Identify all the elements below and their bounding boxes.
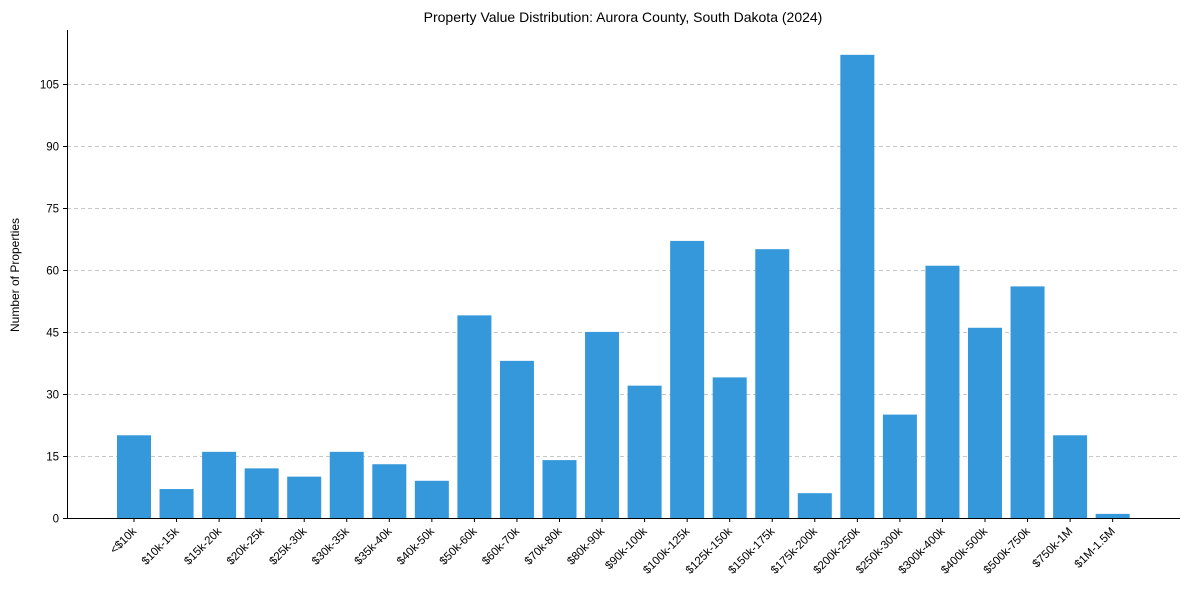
chart-title: Property Value Distribution: Aurora Coun…	[424, 9, 823, 25]
bar	[968, 327, 1002, 518]
bar	[414, 480, 449, 518]
bar	[585, 331, 620, 518]
bar	[159, 489, 194, 518]
y-tick-label: 60	[46, 266, 59, 278]
bar	[457, 315, 492, 518]
y-tick-label: 30	[46, 390, 59, 402]
bar	[1010, 286, 1045, 518]
bar	[117, 435, 151, 518]
bar	[499, 360, 534, 518]
bar	[670, 240, 705, 518]
x-tick-label: $30k-35k	[310, 525, 352, 567]
axes	[67, 30, 1180, 519]
bar	[329, 451, 364, 518]
x-tick-label: $50k-60k	[438, 525, 480, 567]
x-tick-label: $35k-40k	[352, 525, 394, 567]
x-tick-label: $1M-1.5M	[1073, 526, 1118, 571]
y-tick-label: 105	[40, 80, 59, 92]
x-tick-label: $90k-100k	[603, 525, 650, 572]
y-tick-label: 75	[46, 204, 59, 216]
y-tick-label: 15	[46, 452, 59, 464]
bar	[542, 460, 577, 518]
bar	[840, 54, 875, 518]
x-tick-label: $80k-90k	[565, 525, 607, 567]
y-tick-label: 45	[46, 328, 59, 340]
bar	[925, 265, 960, 518]
bar	[372, 464, 407, 518]
x-tick-label: $25k-30k	[267, 525, 309, 567]
bar	[1053, 435, 1088, 518]
y-axis-label: Number of Properties	[8, 218, 22, 332]
bar	[287, 476, 322, 518]
bar	[627, 385, 662, 518]
bar	[755, 249, 790, 518]
bar	[1095, 513, 1130, 518]
x-tick-label: <$10k	[108, 525, 139, 556]
bars	[117, 54, 1130, 518]
x-tick-label: $60k-70k	[480, 525, 522, 567]
y-tick-label: 0	[53, 514, 59, 526]
x-ticks: <$10k $10k-15k $15k-20k $20k-25k $25k-30k $30…	[108, 518, 1118, 577]
bar	[882, 414, 917, 518]
x-tick-label: $20k-25k	[225, 525, 267, 567]
y-ticks: 0 15 30 45 60 75 90 105	[40, 80, 67, 526]
x-tick-label: $750k-1M	[1031, 526, 1076, 571]
bar	[244, 468, 279, 518]
bar	[202, 451, 237, 518]
gridlines	[67, 84, 1180, 457]
x-tick-label: $70k-80k	[523, 525, 565, 567]
bar	[712, 377, 747, 518]
bar	[797, 493, 832, 518]
y-tick-label: 90	[46, 142, 59, 154]
x-tick-label: $40k-50k	[395, 525, 437, 567]
x-tick-label: $15k-20k	[182, 525, 224, 567]
x-tick-label: $500k-750k	[982, 525, 1033, 576]
x-tick-label: $10k-15k	[140, 525, 182, 567]
